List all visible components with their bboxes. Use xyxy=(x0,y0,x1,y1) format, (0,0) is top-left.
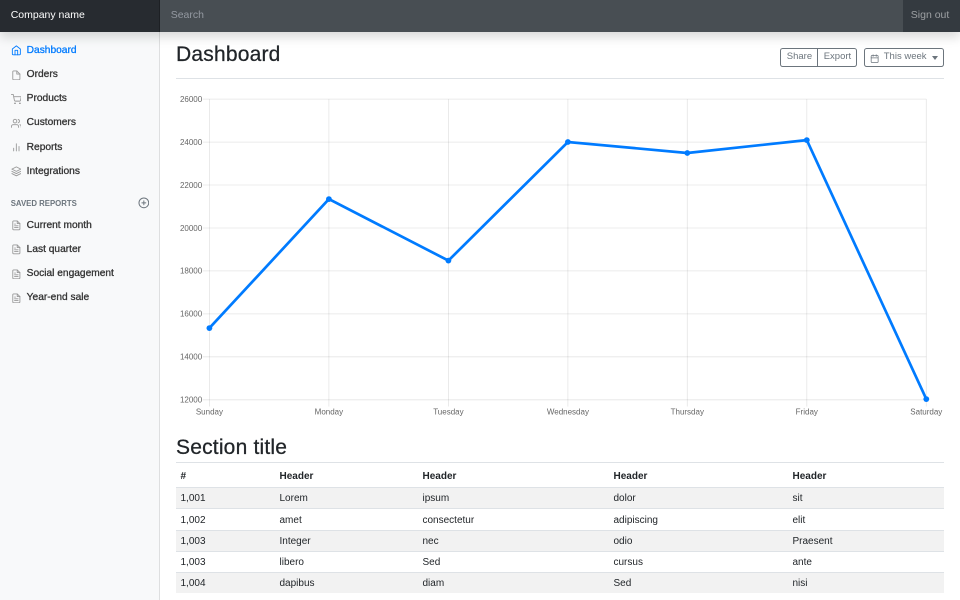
svg-text:Wednesday: Wednesday xyxy=(547,408,589,417)
svg-text:22000: 22000 xyxy=(180,181,203,190)
svg-text:Sunday: Sunday xyxy=(196,408,223,417)
svg-text:Monday: Monday xyxy=(315,408,343,417)
svg-text:Thursday: Thursday xyxy=(671,408,704,417)
svg-text:20000: 20000 xyxy=(180,224,203,233)
svg-text:Saturday: Saturday xyxy=(910,408,942,417)
svg-text:26000: 26000 xyxy=(180,95,203,104)
svg-text:24000: 24000 xyxy=(180,138,203,147)
svg-text:18000: 18000 xyxy=(180,267,203,276)
svg-text:14000: 14000 xyxy=(180,353,203,362)
svg-text:16000: 16000 xyxy=(180,310,203,319)
svg-text:12000: 12000 xyxy=(180,396,203,405)
svg-text:Tuesday: Tuesday xyxy=(433,408,463,417)
svg-text:Friday: Friday xyxy=(796,408,818,417)
